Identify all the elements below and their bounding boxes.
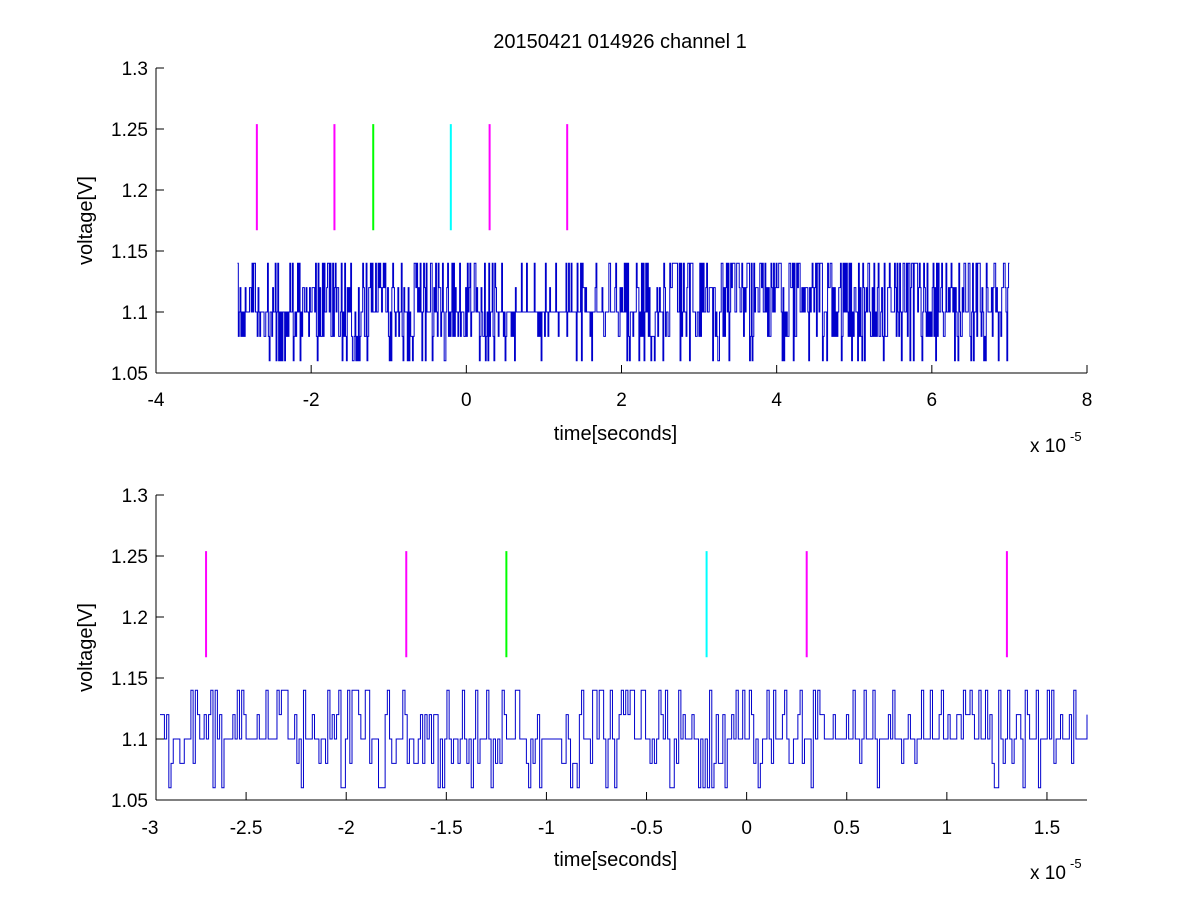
y-tick-label: 1.2 [122,608,148,629]
x-multiplier-exponent: -5 [1070,856,1082,871]
x-tick-label: -2.5 [230,818,263,839]
y-tick-label: 1.05 [111,791,148,812]
x-tick-label: -4 [148,390,165,411]
x-tick-label: 2 [616,390,627,411]
x-tick-label: 0.5 [834,818,860,839]
y-tick-label: 1.15 [111,669,148,690]
y-tick-label: 1.25 [111,547,148,568]
x-multiplier-exponent: -5 [1070,429,1082,444]
y-axis-label: voltage[V] [75,603,97,692]
bottom-axes: 1.05 1.1 1.15 1.2 1.25 1.3 -3 -2.5 -2 -1.5 -1 -0.5 0… [75,486,1088,884]
x-multiplier-label: x 10 [1030,863,1066,884]
x-tick-label: 6 [927,390,938,411]
top-axes: 1.05 1.1 1.15 1.2 1.25 1.3 -4 -2 0 2 4 6 8 time[secon… [75,59,1092,457]
x-tick-label: 1 [942,818,953,839]
x-tick-label: -1.5 [430,818,463,839]
y-tick-label: 1.2 [122,181,148,202]
x-tick-label: -3 [142,818,159,839]
x-axis-label: time[seconds] [554,849,677,871]
x-tick-label: 0 [741,818,752,839]
x-tick-label: -0.5 [630,818,663,839]
y-tick-label: 1.05 [111,364,148,385]
figure-title: 20150421 014926 channel 1 [493,31,747,53]
y-tick-label: 1.15 [111,242,148,263]
y-tick-label: 1.1 [122,303,148,324]
signal-trace [160,689,1088,789]
y-tick-label: 1.3 [122,59,148,80]
y-axis-label: voltage[V] [75,176,97,265]
signal-trace [237,262,1010,362]
y-tick-label: 1.3 [122,486,148,507]
x-tick-label: 0 [461,390,472,411]
x-tick-label: -2 [338,818,355,839]
x-tick-label: -1 [538,818,555,839]
x-tick-label: 8 [1082,390,1093,411]
x-axis-label: time[seconds] [554,423,677,445]
x-tick-label: -2 [303,390,320,411]
x-tick-label: 1.5 [1034,818,1060,839]
x-multiplier-label: x 10 [1030,436,1066,457]
y-tick-label: 1.25 [111,120,148,141]
y-tick-label: 1.1 [122,730,148,751]
x-tick-label: 4 [771,390,782,411]
